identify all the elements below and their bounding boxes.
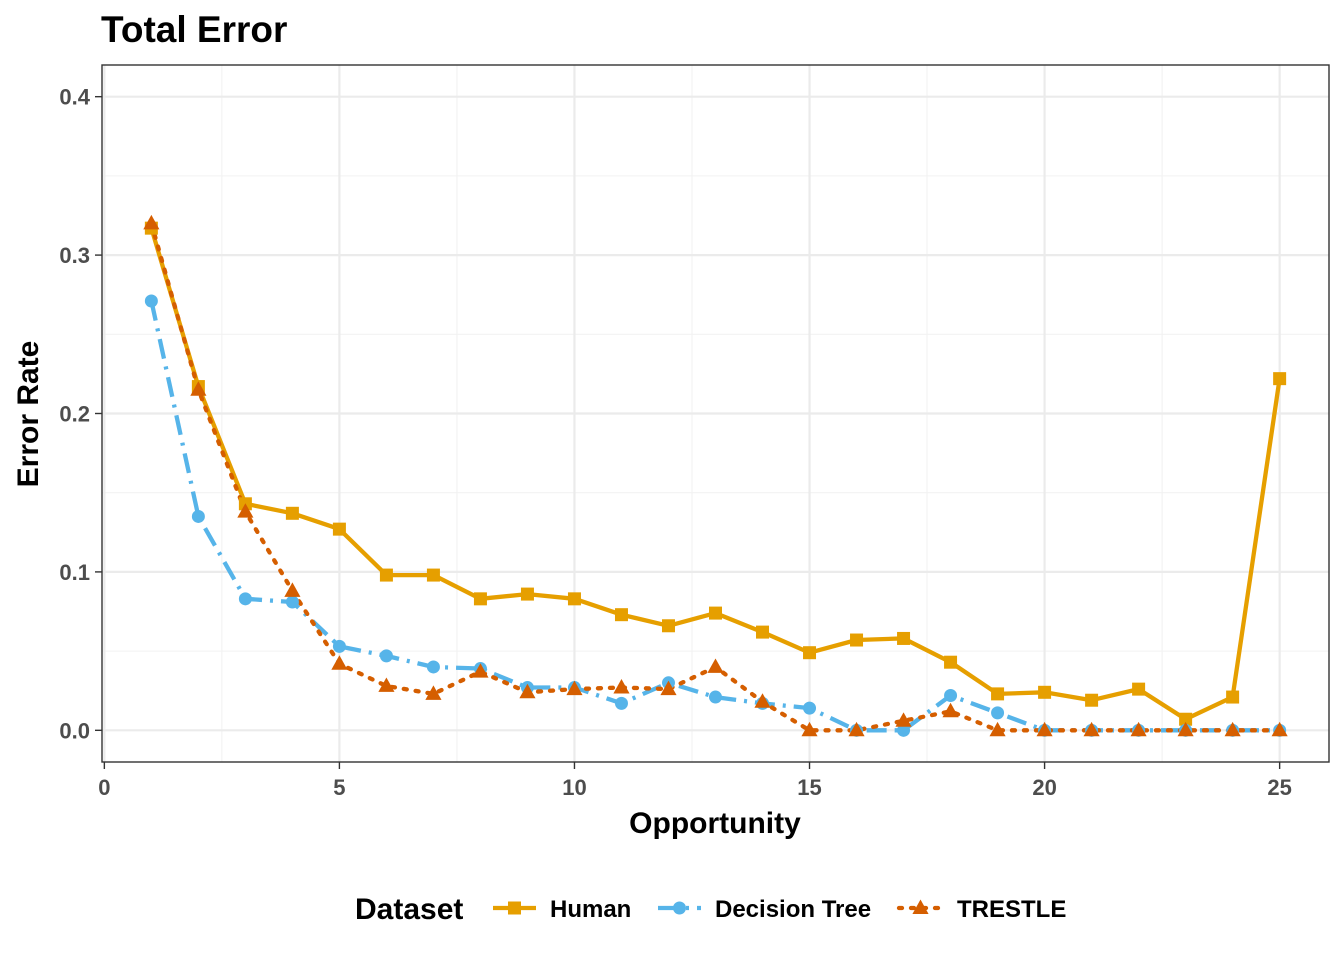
data-point-decision-tree xyxy=(426,660,440,674)
data-point-human xyxy=(709,606,722,620)
data-point-trestle xyxy=(1177,721,1194,737)
data-point-decision-tree xyxy=(379,649,393,663)
data-point-human xyxy=(850,633,864,647)
y-tick-label: 0.0 xyxy=(59,718,90,743)
data-point-trestle xyxy=(1036,721,1053,737)
x-tick-label: 25 xyxy=(1267,775,1291,800)
data-point-decision-tree xyxy=(238,592,252,606)
data-point-decision-tree xyxy=(944,688,958,702)
data-point-human xyxy=(379,568,393,582)
data-point-trestle xyxy=(1130,721,1147,737)
data-point-decision-tree xyxy=(709,690,722,704)
y-axis: 0.0 0.1 0.2 0.3 0.4 xyxy=(59,85,102,743)
data-point-human xyxy=(332,522,346,536)
data-point-trestle xyxy=(190,381,207,396)
data-point-trestle xyxy=(331,655,348,670)
data-point-trestle xyxy=(472,663,489,678)
data-point-decision-tree xyxy=(803,701,817,715)
x-tick-label: 5 xyxy=(333,775,345,800)
data-point-trestle xyxy=(378,677,395,692)
data-point-trestle xyxy=(707,658,724,673)
data-point-trestle xyxy=(895,712,912,727)
legend-label-trestle: TRESTLE xyxy=(957,896,1066,923)
data-point-human xyxy=(991,687,1005,701)
data-point-human xyxy=(520,587,534,601)
x-tick-label: 20 xyxy=(1032,775,1056,800)
data-point-trestle xyxy=(613,679,630,694)
data-point-human xyxy=(614,608,628,622)
data-point-trestle xyxy=(519,683,536,699)
data-point-human xyxy=(1273,372,1287,386)
data-point-decision-tree xyxy=(285,595,299,609)
legend-title: Dataset xyxy=(355,893,463,926)
y-tick-label: 0.2 xyxy=(59,402,90,427)
x-axis-title: Opportunity xyxy=(629,807,801,840)
data-point-trestle xyxy=(754,693,771,708)
plot-panel xyxy=(101,64,1330,763)
data-point-human xyxy=(756,625,770,639)
data-point-trestle xyxy=(801,721,818,737)
data-point-decision-tree xyxy=(144,294,158,308)
data-point-human xyxy=(944,655,958,669)
data-point-trestle xyxy=(425,685,442,700)
legend-key-marker-trestle xyxy=(912,899,929,914)
y-axis-title: Error Rate xyxy=(12,341,45,488)
data-point-human xyxy=(897,631,911,645)
data-point-decision-tree xyxy=(897,723,911,737)
data-point-human xyxy=(1085,693,1099,707)
data-point-human xyxy=(661,619,675,633)
x-tick-label: 10 xyxy=(562,775,586,800)
data-point-trestle xyxy=(1224,721,1241,737)
legend-label-decision-tree: Decision Tree xyxy=(715,896,871,923)
data-point-trestle xyxy=(143,214,160,230)
data-point-human xyxy=(1179,712,1193,726)
legend-key-marker-human xyxy=(508,901,521,915)
data-point-human xyxy=(285,506,299,520)
data-point-trestle xyxy=(1271,721,1288,737)
data-point-decision-tree xyxy=(614,696,628,710)
data-point-human xyxy=(1132,682,1146,696)
x-axis: 0 5 10 15 20 25 xyxy=(98,762,1292,800)
chart-title: Total Error xyxy=(101,9,287,50)
data-point-trestle xyxy=(989,721,1006,737)
data-point-trestle xyxy=(566,680,583,696)
x-tick-label: 15 xyxy=(797,775,821,800)
legend-key-marker-decision-tree xyxy=(673,901,686,915)
series-markers xyxy=(143,214,1288,737)
data-point-human xyxy=(803,646,817,660)
data-point-trestle xyxy=(942,702,959,718)
data-point-trestle xyxy=(237,503,254,518)
legend-items: Human Decision Tree TRESTLE xyxy=(493,896,1066,923)
y-tick-label: 0.4 xyxy=(59,85,90,110)
data-point-trestle xyxy=(284,582,301,597)
data-point-human xyxy=(1038,685,1052,699)
data-point-decision-tree xyxy=(191,509,205,523)
data-point-human xyxy=(473,592,487,606)
data-point-trestle xyxy=(1083,721,1100,737)
y-tick-label: 0.3 xyxy=(59,243,90,268)
data-point-human xyxy=(1226,690,1240,704)
data-point-decision-tree xyxy=(991,706,1005,720)
legend: Dataset Human Decision Tree TRESTLE xyxy=(355,893,1066,926)
data-point-trestle xyxy=(660,680,677,696)
legend-label-human: Human xyxy=(550,896,631,923)
data-point-human xyxy=(567,592,581,606)
data-point-decision-tree xyxy=(332,639,346,653)
data-point-trestle xyxy=(848,721,865,737)
data-point-human xyxy=(426,568,440,582)
y-tick-label: 0.1 xyxy=(59,560,90,585)
x-tick-label: 0 xyxy=(98,775,110,800)
